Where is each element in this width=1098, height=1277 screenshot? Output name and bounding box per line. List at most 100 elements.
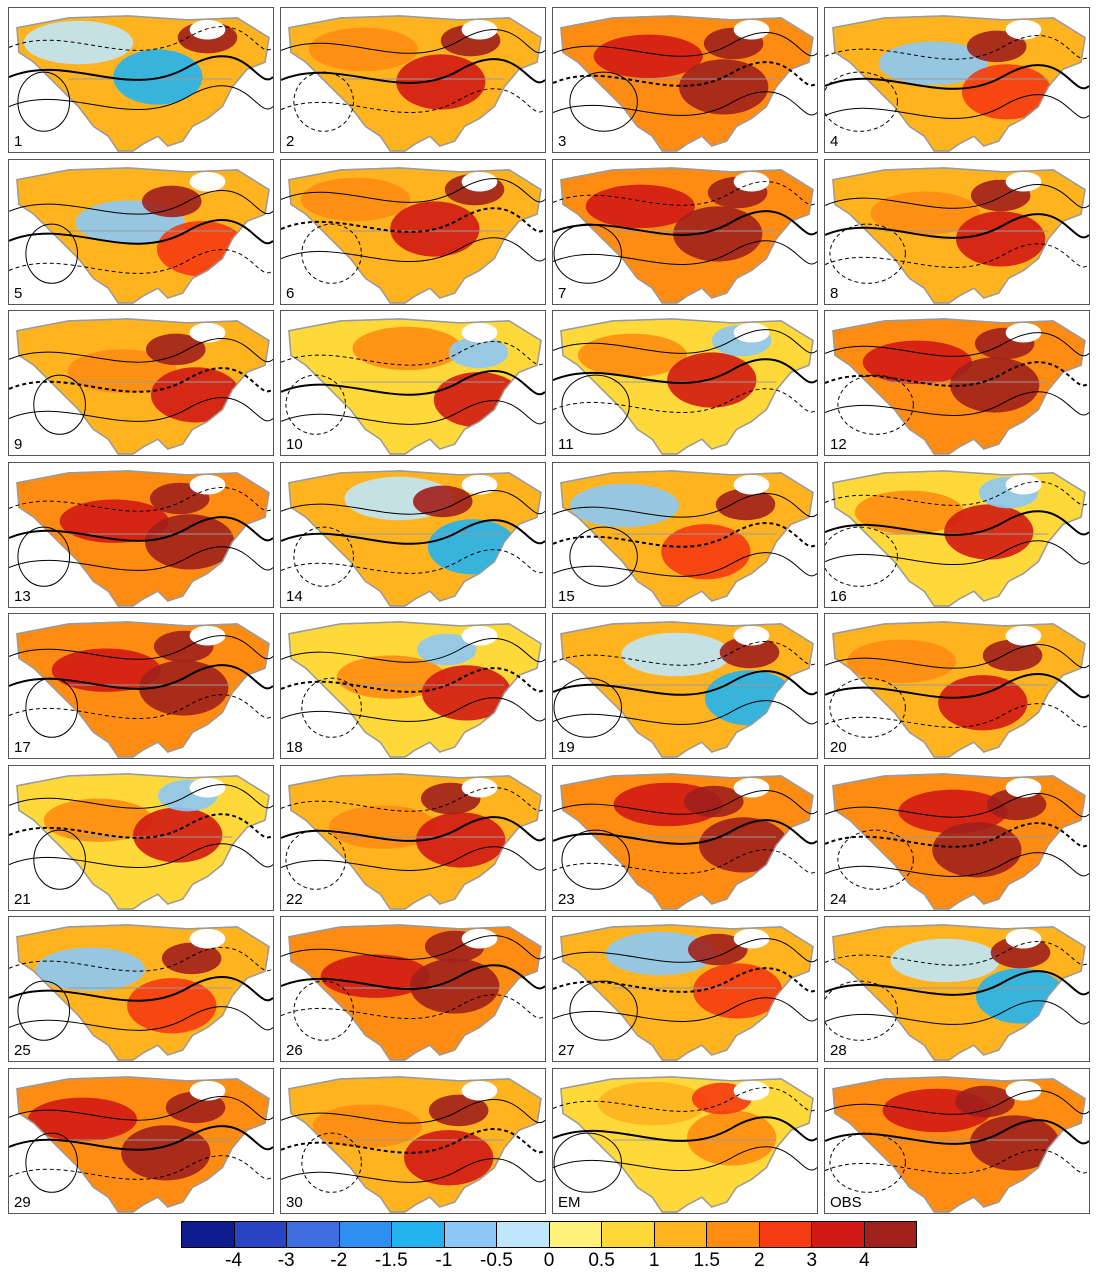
- temperature-anomaly-map: [9, 1075, 273, 1213]
- colorbar-tick-label: 1: [648, 1250, 660, 1271]
- contour-line: [281, 935, 545, 960]
- map-panel: 20: [824, 613, 1090, 759]
- map-panel: 28: [824, 916, 1090, 1062]
- anomaly-region: [621, 632, 731, 677]
- colorbar-tick-label: -4: [225, 1250, 243, 1271]
- panel-label: 23: [558, 890, 575, 908]
- colorbar-tick-labels: -4 -3 -2 -1.5 -1 -0.5 0 0.5 1 1.5 2 3 4: [181, 1250, 917, 1274]
- contour-line: [825, 980, 898, 1041]
- contour-line: [281, 400, 545, 425]
- panel-label: OBS: [830, 1193, 862, 1211]
- contour-line: [9, 812, 273, 839]
- temperature-anomaly-map: [825, 318, 1089, 455]
- temperature-anomaly-map: [553, 166, 817, 304]
- map-panel: 8: [824, 158, 1090, 305]
- temperature-anomaly-map: [9, 469, 273, 607]
- contour-line: [553, 492, 817, 518]
- colorbar-tick-label: -2: [330, 1250, 348, 1271]
- panel-label: 11: [558, 436, 574, 453]
- map-panel: 29: [8, 1067, 274, 1214]
- colorbar-swatch: [444, 1222, 497, 1247]
- contour-line: [281, 177, 545, 203]
- contour-line: [281, 1098, 545, 1124]
- contour-line: [281, 370, 545, 396]
- contour-line: [553, 239, 817, 265]
- temperature-anomaly-map: [281, 1075, 545, 1213]
- temperature-anomaly-map: [553, 469, 817, 607]
- colorbar-tick-label: -0.5: [480, 1250, 513, 1271]
- contour-line: [285, 829, 347, 890]
- contour-line: [281, 206, 545, 233]
- map-panel: 24: [824, 764, 1090, 911]
- contour-line: [825, 851, 1089, 877]
- contour-line: [281, 638, 545, 663]
- contour-line: [825, 34, 1089, 60]
- anomaly-region: [352, 326, 462, 371]
- anomaly-region: [139, 660, 229, 716]
- contour-line: [553, 938, 817, 963]
- anomaly-region: [890, 938, 1000, 983]
- contour-line: [33, 374, 86, 435]
- panel-label: 12: [830, 436, 847, 453]
- anomaly-region: [161, 942, 222, 975]
- contour-line: [825, 1089, 1089, 1115]
- map-panel: 27: [552, 916, 818, 1062]
- contour-line: [9, 337, 273, 363]
- contour-line: [553, 91, 817, 116]
- contour-line: [17, 71, 71, 132]
- anomaly-region: [698, 816, 789, 873]
- contour-line: [281, 518, 545, 545]
- contour-line: [281, 845, 545, 871]
- anomaly-region: [938, 675, 1028, 731]
- contour-line: [9, 635, 273, 660]
- panel-label: 6: [286, 284, 295, 302]
- anomaly-region: [686, 1109, 777, 1166]
- contour-line: [281, 786, 545, 812]
- contour-line: [281, 548, 545, 574]
- contour-line: [553, 677, 622, 738]
- contour-line: [553, 1115, 817, 1142]
- colorbar-swatch: [234, 1222, 287, 1247]
- anomaly-region: [870, 191, 980, 235]
- anomaly-region: [597, 1081, 707, 1125]
- map-panel: 19: [552, 613, 818, 759]
- panel-label: 10: [286, 436, 303, 453]
- contour-line: [553, 223, 622, 284]
- panel-label: 7: [558, 284, 567, 302]
- anomaly-region: [300, 177, 411, 221]
- contour-line: [281, 340, 545, 366]
- temperature-anomaly-map: [825, 166, 1089, 304]
- anomaly-region: [687, 933, 748, 966]
- temperature-anomaly-map: [553, 772, 817, 910]
- anomaly-region: [878, 41, 988, 85]
- anomaly-region: [986, 788, 1047, 820]
- map-panel: 15: [552, 461, 818, 608]
- contour-line: [9, 1154, 273, 1180]
- anomaly-region: [661, 523, 751, 579]
- map-panel: 30: [280, 1067, 546, 1214]
- contour-line: [825, 480, 1089, 506]
- contour-line: [553, 358, 817, 384]
- anomaly-region: [413, 485, 473, 517]
- colorbar-tick-label: -1.5: [374, 1250, 408, 1271]
- colorbar-swatch: [759, 1222, 812, 1247]
- contour-line: [569, 71, 638, 132]
- anomaly-region: [415, 811, 506, 868]
- anomaly-region: [569, 483, 680, 527]
- temperature-anomaly-map: [825, 772, 1089, 910]
- anomaly-region: [121, 1124, 211, 1180]
- anomaly-region: [577, 333, 687, 378]
- contour-line: [553, 700, 817, 725]
- contour-line: [825, 332, 1089, 357]
- contour-line: [825, 539, 1089, 565]
- colorbar-tick-label: -3: [277, 1250, 295, 1271]
- contour-line: [825, 821, 1089, 848]
- contour-line: [281, 964, 545, 990]
- temperature-anomaly-map: [281, 15, 545, 152]
- contour-line: [553, 1132, 622, 1193]
- anomaly-region: [448, 336, 509, 369]
- panel-label: 9: [14, 436, 23, 453]
- temperature-anomaly-map: [553, 621, 817, 758]
- contour-line: [553, 32, 817, 57]
- anomaly-region: [898, 789, 1008, 833]
